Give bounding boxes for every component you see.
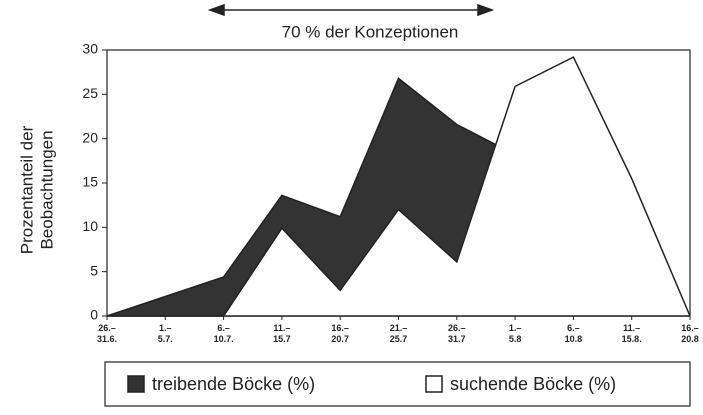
x-tick-label-line: 21.– [390,323,408,333]
x-tick-label-line: 31.7 [448,334,466,344]
x-tick-label-line: 5.8 [509,334,522,344]
y-axis-label: Beobachtungen [37,130,56,249]
x-tick-label-line: 31.6. [97,334,117,344]
x-tick-label-line: 10.8 [565,334,583,344]
x-tick-label: 1.– 5.8 [509,323,522,344]
annotation: 70 % der Konzeptionen [282,22,459,41]
legend-swatch [127,375,145,393]
x-tick-label-line: 11.– [273,323,290,333]
x-tick-label-line: 15.8. [622,334,642,344]
x-tick-label: 16.– 20.8 [681,323,699,344]
legend-label: suchende Böcke (%) [450,374,616,394]
x-tick-label-line: 5.7. [158,334,173,344]
x-tick-label-line: 25.7 [390,334,408,344]
area-line [106,77,516,317]
y-tick-label: 25 [82,85,98,101]
legend [104,361,691,407]
x-tick-label-line: 15.7 [273,334,291,344]
x-tick-label: 1.– 5.7. [158,323,173,344]
x-tick-label-line: 20.7 [331,334,349,344]
y-tick-label: 5 [90,262,98,278]
x-tick-label-line: 20.8 [681,334,699,344]
legend-label: treibende Böcke (%) [152,374,315,394]
y-axis-label: Prozentanteil der [17,125,36,254]
x-tick-label-line: 16.– [681,323,699,333]
x-tick-label-line: 1.– [509,323,522,333]
x-tick-label-line: 10.7. [214,334,234,344]
x-tick-label-line: 11.– [623,323,640,333]
area [107,57,690,317]
x-tick-label-line: 26.– [98,323,116,333]
x-tick-label: 11.– 15.8. [622,323,642,344]
x-tick-label-line: 6.– [217,323,230,333]
x-tick-label-line: 16.– [331,323,349,333]
annotation-arrow [207,3,495,17]
y-tick-label: 20 [82,129,98,145]
x-tick-label: 11.– 15.7 [273,323,291,344]
y-tick-label: 0 [90,307,98,323]
x-tick-label: 6.– 10.7. [214,323,234,344]
x-tick-label: 16.– 20.7 [331,323,349,344]
x-tick-label: 26.– 31.6. [97,323,117,344]
x-tick-label-line: 1.– [159,323,172,333]
y-tick-label: 10 [82,218,98,234]
x-tick-label: 26.– 31.7 [448,323,466,344]
y-tick-label: 30 [82,41,98,57]
y-tick-label: 15 [82,174,98,190]
x-tick-label: 21.– 25.7 [390,323,408,344]
x-tick-label-line: 26.– [448,323,466,333]
x-tick-label: 6.– 10.8 [565,323,583,344]
legend-swatch [425,375,443,393]
x-tick-label-line: 6.– [567,323,580,333]
